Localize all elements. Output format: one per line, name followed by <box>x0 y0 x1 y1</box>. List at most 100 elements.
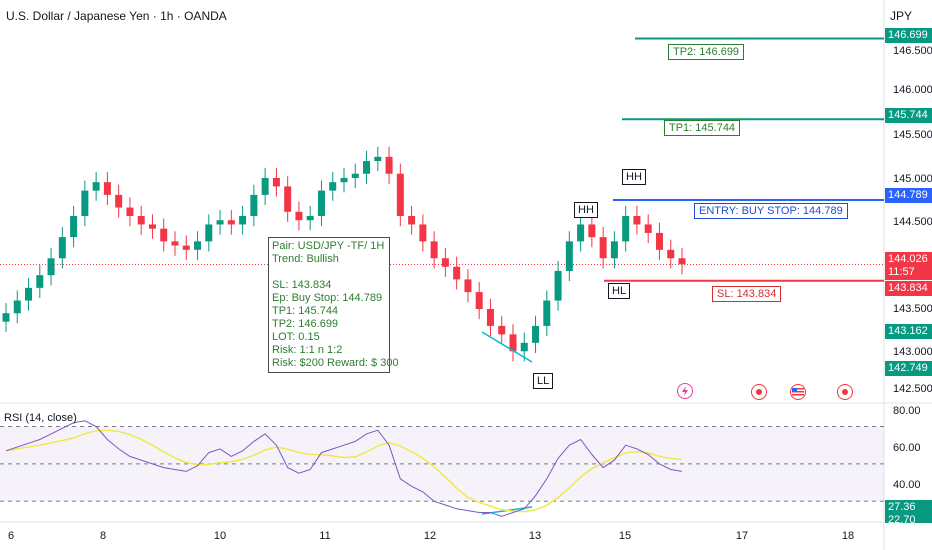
hh-marker[interactable]: HH <box>574 202 598 218</box>
entry-price-badge: 144.789 <box>885 188 932 203</box>
currency-label: JPY <box>889 9 912 23</box>
candle-body <box>486 309 494 326</box>
economic-event-icon[interactable] <box>751 384 767 400</box>
time-tick: 17 <box>735 530 749 542</box>
candle-body <box>385 156 393 174</box>
price-badge: 142.749 <box>885 361 932 376</box>
candle-body <box>340 177 348 183</box>
candle-body <box>160 228 168 242</box>
candle-body <box>509 334 517 352</box>
candle-body <box>47 258 55 276</box>
price-badge: 143.162 <box>885 324 932 339</box>
symbol-title[interactable]: U.S. Dollar / Japanese Yen · 1h · OANDA <box>6 9 227 23</box>
candle-body <box>126 207 134 216</box>
us-flag-event-icon[interactable] <box>790 384 806 400</box>
candle-body <box>441 258 449 267</box>
candle-body <box>306 216 314 221</box>
candle-body <box>92 182 100 191</box>
candle-body <box>610 241 618 259</box>
candle-body <box>408 216 416 225</box>
candle-body <box>655 232 663 250</box>
candle-body <box>36 275 44 288</box>
rsi-tick: 60.00 <box>893 442 921 454</box>
candle-body <box>103 182 111 195</box>
info-spacer <box>272 266 386 279</box>
candle-body <box>419 224 427 242</box>
rsi-line <box>5 420 683 517</box>
candle-body <box>70 216 78 238</box>
info-line: TP1: 145.744 <box>272 305 339 317</box>
last-price-badge: 144.026 <box>885 252 932 267</box>
time-tick: 12 <box>423 530 437 542</box>
candle-body <box>250 194 258 216</box>
info-line: SL: 143.834 <box>272 279 332 291</box>
candle-body <box>182 245 190 250</box>
economic-event-icon[interactable] <box>837 384 853 400</box>
candle-body <box>464 279 472 293</box>
candle-body <box>216 220 224 225</box>
countdown-badge: 11:57 <box>885 265 932 280</box>
candle-body <box>2 313 10 322</box>
candle-body <box>81 190 89 216</box>
tp2-label[interactable]: TP2: 146.699 <box>668 44 745 60</box>
rsi-tick: 80.00 <box>893 405 921 417</box>
time-tick: 15 <box>618 530 632 542</box>
candle-body <box>430 241 438 259</box>
candle-body <box>577 224 585 242</box>
rsi-badge: 27.36 <box>885 500 932 515</box>
divergence-arrow <box>481 331 533 363</box>
candle-body <box>363 161 371 174</box>
candle-body <box>58 237 66 259</box>
candle-body <box>644 224 652 233</box>
ll-marker[interactable]: LL <box>533 373 554 389</box>
candle-body <box>532 325 540 343</box>
candle-body <box>622 216 630 242</box>
candle-body <box>25 287 33 301</box>
candle-body <box>115 194 123 208</box>
candle-body <box>148 224 156 229</box>
candle-body <box>317 190 325 216</box>
price-tick: 143.000 <box>893 346 932 358</box>
candle-body <box>374 156 382 162</box>
price-tick: 146.000 <box>893 84 932 96</box>
time-tick: 6 <box>7 530 15 542</box>
price-tick: 142.500 <box>893 383 932 395</box>
candle-body <box>171 241 179 246</box>
candle-body <box>633 216 641 225</box>
price-tick: 146.500 <box>893 45 932 57</box>
lightning-event-icon[interactable] <box>677 383 693 399</box>
info-line: Risk: $200 Reward: $ 300 <box>272 357 399 369</box>
candle-body <box>554 270 562 301</box>
entry-label[interactable]: ENTRY: BUY STOP: 144.789 <box>694 203 848 219</box>
candle-body <box>351 173 359 178</box>
candle-body <box>205 224 213 242</box>
candle-body <box>261 177 269 195</box>
candle-body <box>284 186 292 212</box>
candle-body <box>239 216 247 225</box>
candle-body <box>498 325 506 335</box>
candle-body <box>137 216 145 225</box>
trade-info-box[interactable]: Pair: USD/JPY -TF/ 1H Trend: Bullish SL:… <box>268 237 399 373</box>
price-tick: 143.500 <box>893 303 932 315</box>
candle-body <box>13 300 21 314</box>
candle-body <box>295 211 303 221</box>
candle-body <box>588 224 596 238</box>
candle-body <box>194 241 202 250</box>
tp1-label[interactable]: TP1: 145.744 <box>664 120 741 136</box>
candle-body <box>453 266 461 280</box>
rsi-ma-line <box>5 429 683 513</box>
rsi-indicator-title[interactable]: RSI (14, close) <box>4 412 77 424</box>
hl-marker[interactable]: HL <box>608 283 631 299</box>
info-line: LOT: 0.15 <box>272 331 320 343</box>
time-tick: 11 <box>319 530 331 542</box>
tp1-price-badge: 145.744 <box>885 108 932 123</box>
sl-label[interactable]: SL: 143.834 <box>712 286 782 302</box>
candle-body <box>678 258 686 265</box>
price-tick: 145.000 <box>893 173 932 185</box>
sl-price-badge: 143.834 <box>885 281 932 296</box>
time-tick: 13 <box>528 530 542 542</box>
candle-body <box>565 241 573 271</box>
candle-body <box>667 249 675 259</box>
hh-marker[interactable]: HH <box>622 169 646 185</box>
